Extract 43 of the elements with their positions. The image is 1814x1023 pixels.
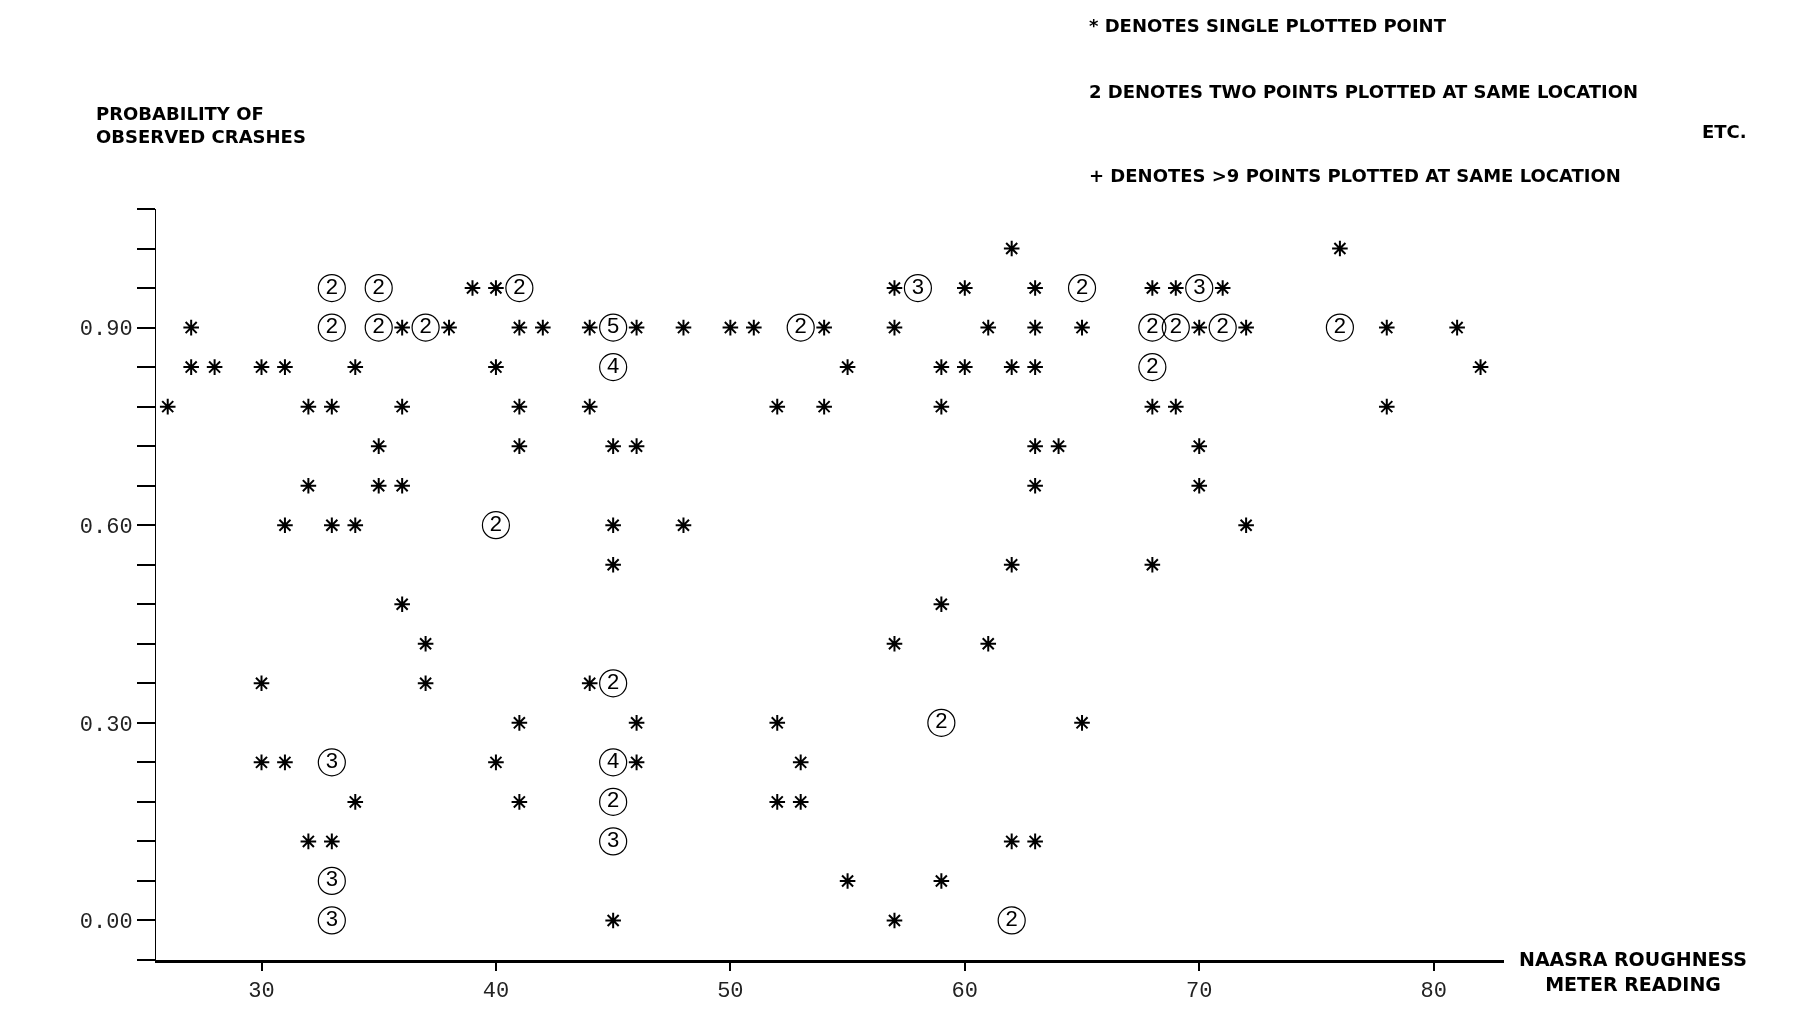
text: 3 [325,907,339,933]
text: 2 [1005,907,1019,933]
text: 2 [1075,275,1089,301]
text: 4 [606,749,620,775]
text: 2 [1145,354,1159,380]
text: 2 [606,789,620,815]
text: 2 [372,275,386,301]
y-tick-label: 0.00 [79,910,133,936]
x-tick-label: 50 [717,979,744,1005]
text: 2 [1333,315,1347,341]
text: 2 [1145,315,1159,341]
text: * DENOTES SINGLE PLOTTED POINT [1089,15,1447,36]
text: 2 [1216,315,1230,341]
x-tick-label: 60 [951,979,978,1005]
series-label: 5 [606,315,620,341]
x-tick-label: 80 [1420,979,1447,1005]
text: 2 [512,275,526,301]
text: 2 [934,710,948,736]
x-tick-label: 40 [482,979,510,1005]
series-label: 2 [489,512,503,538]
x-tick-label: 70 [1186,979,1213,1005]
text: 3 [911,275,925,301]
text: 2 DENOTES TWO POINTS PLOTTED AT SAME LOCATION [1089,81,1639,102]
text: 2 [372,315,386,341]
text: PROBABILITY OF OBSERVED CRASHES [96,103,306,148]
text: + DENOTES >9 POINTS PLOTTED AT SAME LOCATION [1089,165,1621,186]
text: 2 [325,315,339,341]
text: 2 [606,670,620,696]
text: 3 [1192,275,1206,301]
y-tick-label: 0.30 [79,712,133,738]
series-label: 4 [606,354,620,380]
series-label: 3 [325,868,339,894]
text: 2 [1169,315,1183,341]
text: 3 [325,749,339,775]
x-axis-title: NAASRA ROUGHNESS METER READING [1519,948,1748,995]
text: 2 [419,315,433,341]
text: 2 [325,275,339,301]
y-tick-label: 0.90 [79,317,133,343]
y-tick-label: 0.60 [79,514,133,540]
text: ETC. [1702,121,1747,142]
x-tick-label: 30 [248,979,275,1005]
text: 2 [794,315,808,341]
text: 3 [606,828,620,854]
